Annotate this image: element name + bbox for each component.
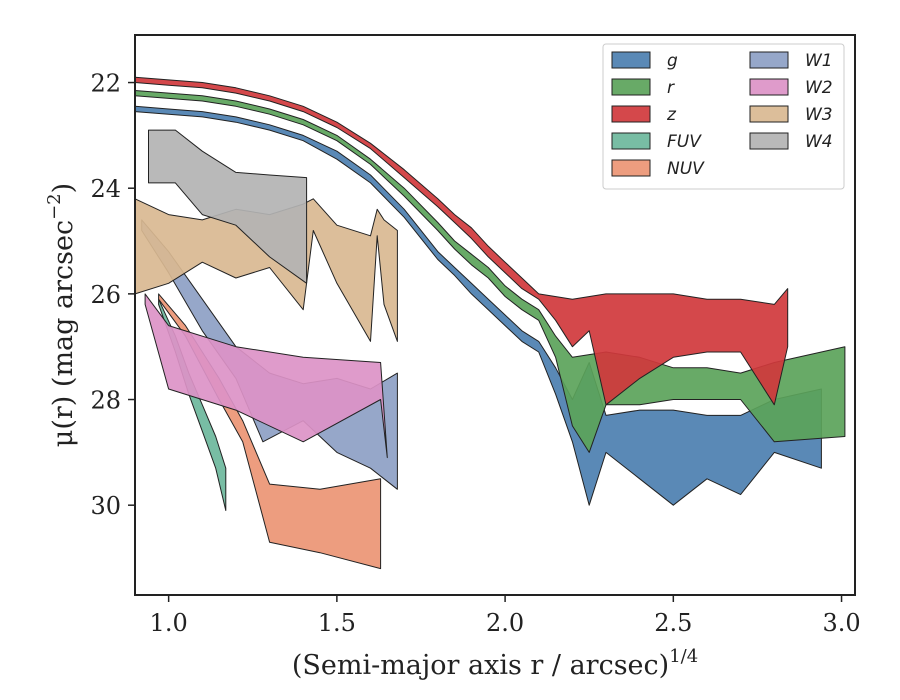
legend-swatch-g xyxy=(611,51,651,69)
legend-swatch-w2 xyxy=(749,78,789,96)
series-area-w4 xyxy=(148,129,308,284)
legend-swatch-fuv xyxy=(611,132,651,150)
legend-label-r: r xyxy=(667,78,675,98)
legend-label-w4: W4 xyxy=(805,132,833,152)
legend-swatch-r xyxy=(611,78,651,96)
legend: grz FUV NUV W1 W2 W3 W4 xyxy=(602,43,845,190)
legend-swatch-nuv xyxy=(611,159,651,177)
legend-label-z: z xyxy=(666,105,677,125)
axis-ticks: 1.0 1.5 2.0 2.5 3.0 22 24 26 28 30 xyxy=(90,70,860,637)
legend-label-g: g xyxy=(667,51,678,71)
series-area-z xyxy=(134,76,789,406)
x-tick-label: 3.0 xyxy=(822,609,860,637)
legend-swatch-z xyxy=(611,105,651,123)
series-area-r xyxy=(134,90,846,453)
legend-swatch-w4 xyxy=(749,132,789,150)
legend-swatch-w3 xyxy=(749,105,789,123)
legend-swatch-w1 xyxy=(749,51,789,69)
legend-label-w2: W2 xyxy=(805,78,833,98)
plot-frame xyxy=(134,34,856,596)
series-areas xyxy=(134,76,846,570)
y-tick-label: 26 xyxy=(90,281,121,309)
legend-items: grz FUV NUV W1 W2 W3 W4 xyxy=(611,51,833,179)
x-axis-title: (Semi-major axis r / arcsec)1/4 xyxy=(292,646,698,681)
x-tick-label: 2.0 xyxy=(486,609,524,637)
y-tick-label: 22 xyxy=(90,70,121,98)
y-tick-label: 24 xyxy=(90,175,121,203)
x-tick-label: 1.5 xyxy=(318,609,356,637)
series-area-w2 xyxy=(144,293,388,459)
y-tick-label: 28 xyxy=(90,387,121,415)
legend-label-w1: W1 xyxy=(805,51,833,71)
legend-label-fuv: FUV xyxy=(667,132,702,152)
legend-label-nuv: NUV xyxy=(667,159,705,179)
x-tick-label: 1.0 xyxy=(150,609,188,637)
series-area-g xyxy=(134,105,822,506)
y-axis-title: μ(r) (mag arcsec−2) xyxy=(44,183,79,447)
x-tick-label: 2.5 xyxy=(654,609,692,637)
y-tick-label: 30 xyxy=(90,492,121,520)
legend-label-w3: W3 xyxy=(805,105,833,125)
